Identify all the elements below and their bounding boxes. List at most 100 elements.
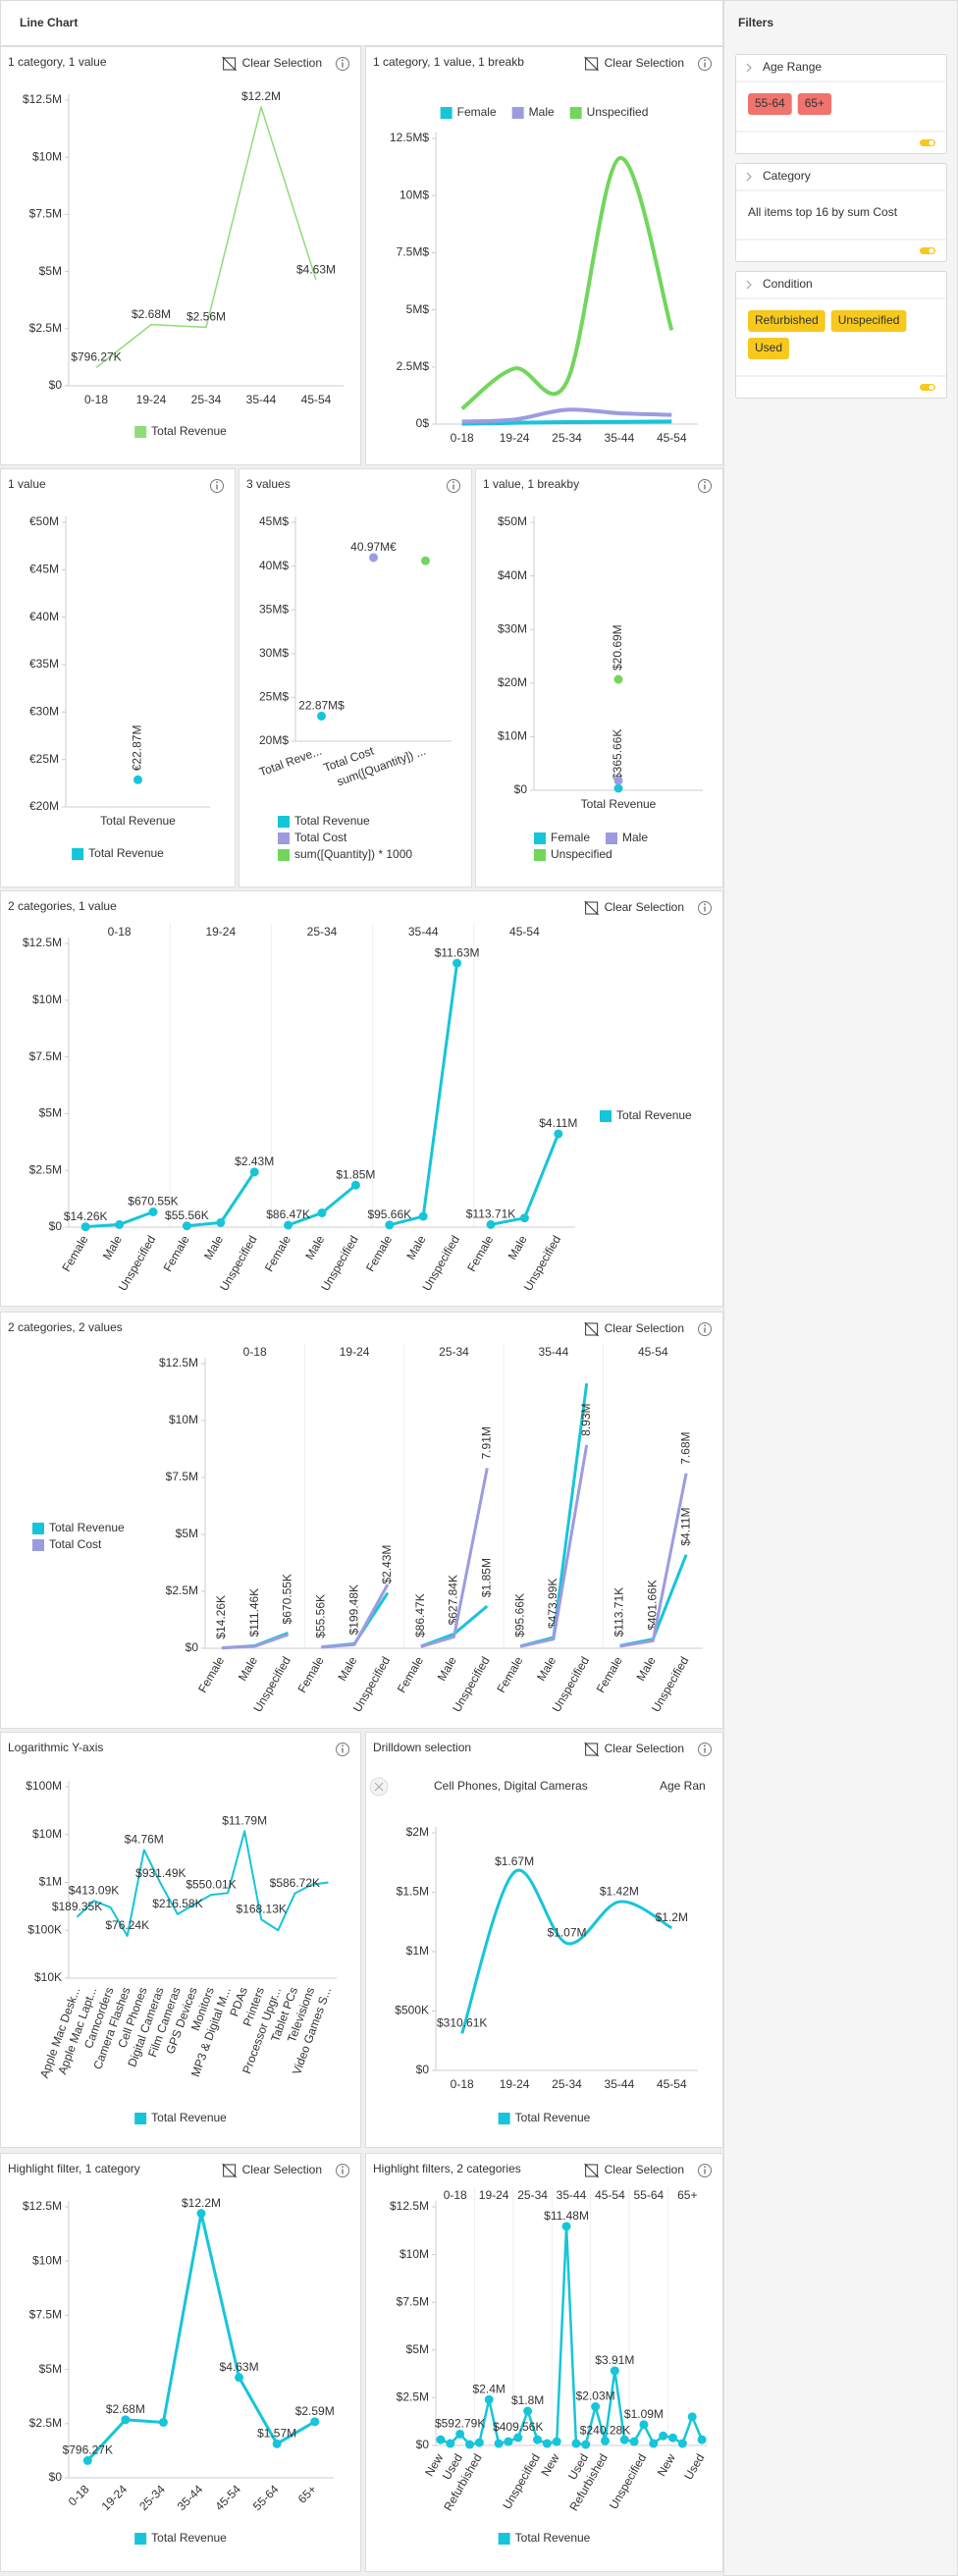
value-label: $2.43M <box>380 1545 394 1584</box>
point <box>272 2439 282 2448</box>
value-label: $4.11M <box>539 1116 577 1130</box>
legend-item[interactable]: Total Revenue <box>600 1108 692 1122</box>
chip-bg <box>830 310 907 332</box>
filter-name[interactable]: Age Range <box>763 60 822 74</box>
value-label: $2.4M <box>473 2383 506 2396</box>
value-label: $365.66K <box>611 729 624 779</box>
value-label: $11.48M <box>544 2209 589 2223</box>
filter-name[interactable]: Condition <box>763 277 813 291</box>
clear-selection[interactable]: Clear Selection <box>584 1742 684 1757</box>
chip-label: 55-64 <box>755 96 785 110</box>
clear-selection[interactable]: Clear Selection <box>584 900 684 916</box>
clear-icon <box>223 57 237 71</box>
point <box>668 2433 677 2442</box>
legend-item[interactable]: Total Revenue <box>72 846 164 860</box>
info-icon[interactable] <box>698 57 712 71</box>
info-icon[interactable] <box>210 479 224 493</box>
info-icon[interactable] <box>698 901 712 915</box>
legend-item[interactable]: Total Revenue <box>498 2531 591 2545</box>
point <box>182 1221 191 1231</box>
info-icon[interactable] <box>698 1322 712 1336</box>
legend: Total Revenue Total Cost sum([Quantity]) *… <box>278 814 412 861</box>
chip-label: 65+ <box>805 96 825 110</box>
point <box>115 1219 125 1229</box>
info-icon[interactable] <box>336 2164 349 2177</box>
value-label: $95.66K <box>512 1593 526 1637</box>
value-label: $1.07M <box>547 1926 586 1940</box>
group-label: 25-34 <box>439 1345 469 1359</box>
filter-name[interactable]: Category <box>763 169 811 183</box>
chart-title: 1 category, 1 value, 1 breakb <box>373 55 524 69</box>
legend-item[interactable]: Total Revenue <box>32 1521 125 1534</box>
info-icon-dot <box>704 59 706 62</box>
header-bar <box>0 0 723 46</box>
legend-label: Female <box>551 831 590 844</box>
breadcrumb-item[interactable]: Cell Phones, Digital Cameras <box>434 1779 588 1793</box>
legend-item[interactable]: Unspecified <box>569 105 649 119</box>
legend-item[interactable]: sum([Quantity]) * 1000 <box>278 847 412 861</box>
legend: Total Revenue Total Cost <box>32 1521 125 1551</box>
filter-chip[interactable]: 65+ <box>797 93 832 115</box>
legend-item[interactable]: Total Cost <box>32 1537 102 1551</box>
legend-item[interactable]: Total Revenue <box>134 424 227 438</box>
y-tick-label: $5M <box>39 2362 62 2376</box>
legend-item[interactable]: Total Revenue <box>278 814 370 828</box>
x-tick-label: 45-54 <box>657 431 687 445</box>
legend-item[interactable]: Unspecified <box>534 847 612 861</box>
y-tick-label: $12.5M <box>390 2199 429 2213</box>
chart-title: Drilldown selection <box>373 1741 471 1754</box>
legend-item[interactable]: Male <box>606 831 648 844</box>
filter-chip[interactable]: Used <box>748 338 790 359</box>
clear-selection[interactable]: Clear Selection <box>222 56 322 72</box>
chart-title: 1 value <box>8 477 46 491</box>
legend-item[interactable]: Female <box>534 831 590 844</box>
info-icon[interactable] <box>698 479 712 493</box>
clear-selection[interactable]: Clear Selection <box>584 1321 684 1337</box>
filter-chip[interactable]: 55-64 <box>748 93 792 115</box>
y-tick-label: $10M <box>169 1413 198 1426</box>
y-tick-label: $30M <box>498 621 527 635</box>
chart-panel: 1 value, 1 breakby $0 $10M $20M $30M $40M $50M… <box>475 468 723 887</box>
point <box>554 1129 563 1139</box>
clear-selection[interactable]: Clear Selection <box>222 2163 322 2178</box>
info-icon[interactable] <box>447 479 460 493</box>
value-label: $95.66K <box>367 1208 411 1221</box>
legend-item[interactable]: Total Revenue <box>134 2111 227 2124</box>
legend-item[interactable]: Total Revenue <box>498 2111 591 2124</box>
legend-item[interactable]: Male <box>511 105 555 119</box>
legend-item[interactable]: Total Cost <box>278 831 347 844</box>
chip-label: Refurbished <box>755 313 819 327</box>
clear-selection[interactable]: Clear Selection <box>584 56 684 72</box>
y-tick-label: $0 <box>186 1640 199 1654</box>
legend-label: Male <box>622 831 648 844</box>
filter-chip[interactable]: Refurbished <box>748 310 825 332</box>
info-icon[interactable] <box>698 1743 712 1756</box>
info-icon-dot <box>704 903 706 906</box>
point <box>350 1180 360 1190</box>
group-label: 0-18 <box>243 1345 267 1359</box>
point <box>613 674 623 684</box>
y-tick-label: $12.5M <box>159 1356 198 1369</box>
breadcrumb-item[interactable]: Age Ran <box>660 1779 706 1793</box>
panel-bg <box>475 468 723 887</box>
legend: Total Revenue <box>72 846 164 860</box>
chart-panel: Logarithmic Y-axis$10K$100K$1M$10M$100MA… <box>0 1732 361 2148</box>
value-label: $2.56M <box>186 310 226 324</box>
info-icon[interactable] <box>336 1743 349 1756</box>
clear-selection-label: Clear Selection <box>605 900 684 914</box>
clear-selection[interactable]: Clear Selection <box>584 2163 684 2178</box>
x-tick-label: Total Revenue <box>581 797 657 811</box>
value-label: $1.67M <box>495 1854 534 1868</box>
y-tick-label: $50M <box>498 514 527 528</box>
x-tick-label: 45-54 <box>657 2077 687 2091</box>
info-icon[interactable] <box>336 57 349 71</box>
legend-swatch <box>569 107 582 119</box>
filter-chip[interactable]: Unspecified <box>830 310 907 332</box>
chip-bg <box>748 93 792 115</box>
value-label: $2.68M <box>132 307 171 321</box>
legend: Total Revenue <box>134 2111 227 2124</box>
legend-label: Male <box>529 105 555 119</box>
legend-item[interactable]: Female <box>440 105 497 119</box>
info-icon[interactable] <box>698 2164 712 2177</box>
legend-item[interactable]: Total Revenue <box>134 2531 227 2545</box>
